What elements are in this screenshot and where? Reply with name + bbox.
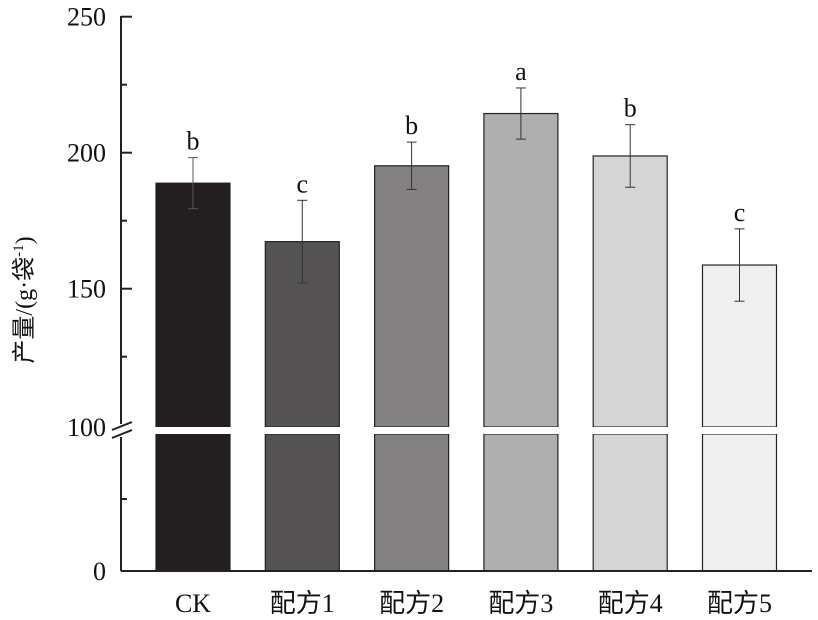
x-tick-label: 配方1 [270,589,335,618]
x-tick-label: CK [175,589,211,618]
bars-group [123,87,818,572]
x-tick-label: 配方2 [379,589,444,618]
bar-lower [264,433,340,572]
bar-lower [592,433,668,572]
significance-label: a [515,57,527,86]
significance-label: b [405,111,418,140]
bar-upper [483,112,559,428]
bar-lower [374,433,450,572]
x-tick-label: 配方5 [707,589,772,618]
bar-upper [592,155,668,428]
significance-label: c [297,169,309,198]
bar-lower [155,433,231,572]
bar-lower [701,433,778,572]
bar-upper [155,182,231,428]
y-tick-label: 0 [93,557,106,586]
axes-group [111,15,812,572]
y-tick-label: 100 [67,413,106,442]
bar-lower [483,433,559,572]
x-tick-label: 配方4 [598,589,663,618]
axis-break-mark [111,421,133,431]
x-tick-label: 配方3 [488,589,553,618]
significance-label: b [624,94,637,123]
y-tick-label: 200 [67,139,106,168]
labels-group: b CK c 配方1 b 配方2 a 配方3 b 配方4 c 配方5 0 100 150 200 250 [67,3,772,618]
significance-label: b [187,127,200,156]
y-tick-label: 250 [67,3,106,32]
axis-break-band [123,427,818,434]
y-axis-label: 产量/(g·袋-1) [11,236,38,363]
bar-upper [374,165,450,428]
axis-break-mark [111,429,133,439]
significance-label: c [734,198,746,227]
y-tick-label: 150 [67,275,106,304]
